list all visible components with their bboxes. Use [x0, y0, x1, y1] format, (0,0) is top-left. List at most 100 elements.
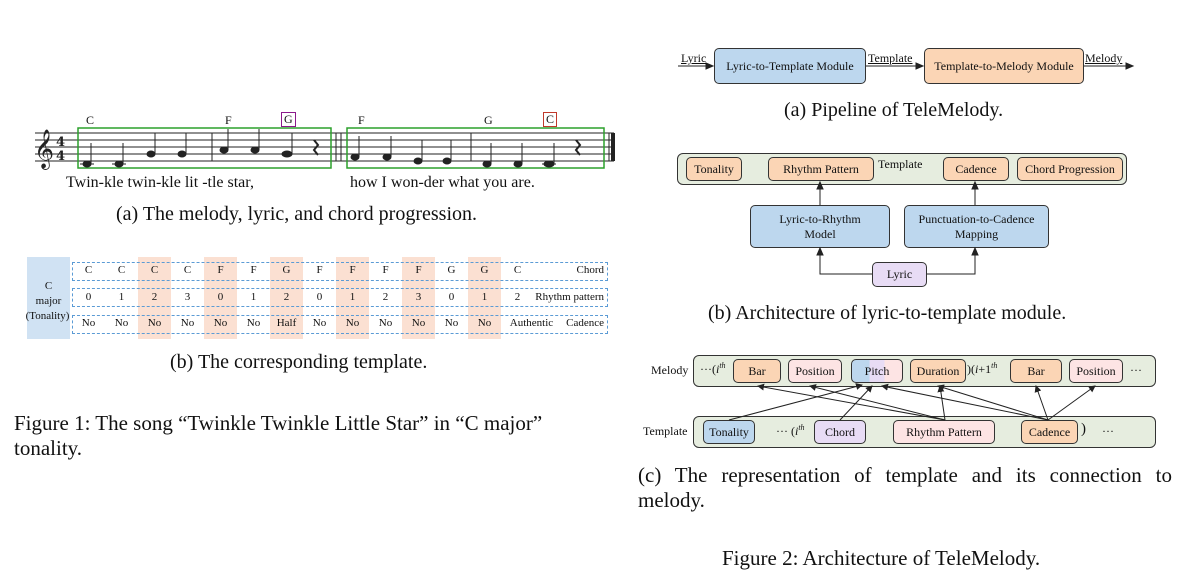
table-cell: Authentic [509, 317, 554, 329]
template-table: C major (Tonality) C C C C F F G F F F F G G C 0 1 2 3 0 1 2… [25, 257, 612, 339]
lyric-to-rhythm-model: Lyric-to-Rhythm Model [750, 205, 890, 248]
table-cell: 2 [514, 291, 521, 303]
template-token-chord: Chord [814, 420, 866, 444]
table-cell: F [316, 264, 323, 276]
melody-token-bar: Bar [733, 359, 781, 383]
table-cell: 2 [283, 291, 290, 303]
table-cell: No [246, 317, 261, 329]
template-ellipsis: ··· [1102, 424, 1114, 438]
template-token-tonality: Tonality [703, 420, 755, 444]
table-cell: G [447, 264, 456, 276]
pipeline-mid-label: Template [868, 51, 913, 65]
tonality-attribute: Tonality [686, 157, 742, 181]
table-cell: No [312, 317, 327, 329]
table-cell: F [217, 264, 224, 276]
table-cell: 3 [415, 291, 422, 303]
template-token-cadence: Cadence [1021, 420, 1078, 444]
melody-token-bar-next: Bar [1010, 359, 1062, 383]
chord-label-boxed: G [281, 112, 296, 127]
table-cell: No [213, 317, 228, 329]
table-cell: 2 [382, 291, 389, 303]
figure-1-caption: Figure 1: The song “Twinkle Twinkle Litt… [14, 411, 543, 460]
table-cell: No [345, 317, 360, 329]
melody-row-label: Melody [651, 363, 689, 377]
figure-2-caption: Figure 2: Architecture of TeleMelody. [722, 546, 1041, 570]
table-cell: 2 [151, 291, 158, 303]
table-cell: F [349, 264, 356, 276]
template-label: Template [878, 157, 923, 171]
table-cell: 1 [349, 291, 356, 303]
table-cell: No [411, 317, 426, 329]
pipeline-input-label: Lyric [681, 51, 707, 65]
table-cell: G [480, 264, 489, 276]
template-to-melody-module: Template-to-Melody Module [924, 48, 1084, 84]
lyric-input-box: Lyric [872, 262, 927, 287]
table-cell: 1 [481, 291, 488, 303]
chord-label: G [484, 113, 493, 127]
ith-marker: ···(ith [700, 361, 726, 376]
table-cell: 0 [316, 291, 323, 303]
chord-label: F [358, 113, 365, 127]
table-cell: No [147, 317, 162, 329]
melody-token-pitch: Pitch [851, 359, 903, 383]
melody-token-position: Position [788, 359, 842, 383]
table-cell: C [513, 264, 522, 276]
table-cell: C [117, 264, 126, 276]
table-cell: C [84, 264, 93, 276]
figure-2a-caption: (a) Pipeline of TeleMelody. [784, 99, 1004, 121]
highlight-column [138, 257, 171, 339]
table-cell: C [150, 264, 159, 276]
melody-token-position-next: Position [1069, 359, 1123, 383]
template-ith-marker: ··· (ith [776, 423, 805, 438]
chord-label: C [86, 113, 95, 127]
svg-text:𝄞: 𝄞 [34, 129, 54, 170]
tonality-text: C major (Tonality) [25, 280, 70, 322]
lyric-phrase-1: Twin-kle twin-kle lit -tle star, [66, 174, 254, 191]
melody-ellipsis: ··· [1130, 363, 1142, 377]
highlight-column [468, 257, 501, 339]
table-cell: C [183, 264, 192, 276]
template-token-rhythm-pattern: Rhythm Pattern [893, 420, 995, 444]
table-cell: No [81, 317, 96, 329]
table-cell: No [444, 317, 459, 329]
rhythm-pattern-attribute: Rhythm Pattern [768, 157, 874, 181]
template-close-marker: ) [1081, 421, 1086, 437]
table-cell: F [382, 264, 389, 276]
table-cell: F [415, 264, 422, 276]
highlight-column [270, 257, 303, 339]
table-cell: No [114, 317, 129, 329]
pipeline-output-label: Melody [1085, 51, 1123, 65]
table-cell: 0 [217, 291, 224, 303]
table-cell: 3 [184, 291, 191, 303]
cadence-attribute: Cadence [943, 157, 1009, 181]
table-cell: 1 [118, 291, 125, 303]
table-cell: 0 [85, 291, 92, 303]
table-cell: 0 [448, 291, 455, 303]
punctuation-to-cadence-mapping: Punctuation-to-Cadence Mapping [904, 205, 1049, 248]
chord-progression-attribute: Chord Progression [1017, 157, 1123, 181]
figure-1b-caption: (b) The corresponding template. [170, 351, 428, 373]
chord-label: F [225, 113, 232, 127]
melody-token-duration: Duration [910, 359, 966, 383]
figure-2b-caption: (b) Architecture of lyric-to-template mo… [708, 302, 1067, 324]
table-cell: F [250, 264, 257, 276]
row-label-cadence: Cadence [566, 317, 604, 329]
tonality-cell [27, 257, 70, 339]
row-label-chord: Chord [576, 264, 605, 276]
lyric-phrase-2: how I won-der what you are. [350, 174, 535, 191]
ith-plus-one-marker: )(i+1th [967, 361, 998, 376]
template-row-label: Template [643, 424, 688, 438]
table-cell: No [378, 317, 393, 329]
table-cell: G [282, 264, 291, 276]
highlight-column [336, 257, 369, 339]
svg-text:4: 4 [56, 135, 65, 150]
row-label-rhythm: Rhythm pattern [535, 291, 604, 303]
table-cell: No [477, 317, 492, 329]
table-cell: Half [276, 317, 297, 329]
music-staff: 𝄞 4 4 [34, 127, 615, 170]
lyric-to-template-module: Lyric-to-Template Module [714, 48, 866, 84]
figure-1a-caption: (a) The melody, lyric, and chord progres… [116, 203, 478, 225]
